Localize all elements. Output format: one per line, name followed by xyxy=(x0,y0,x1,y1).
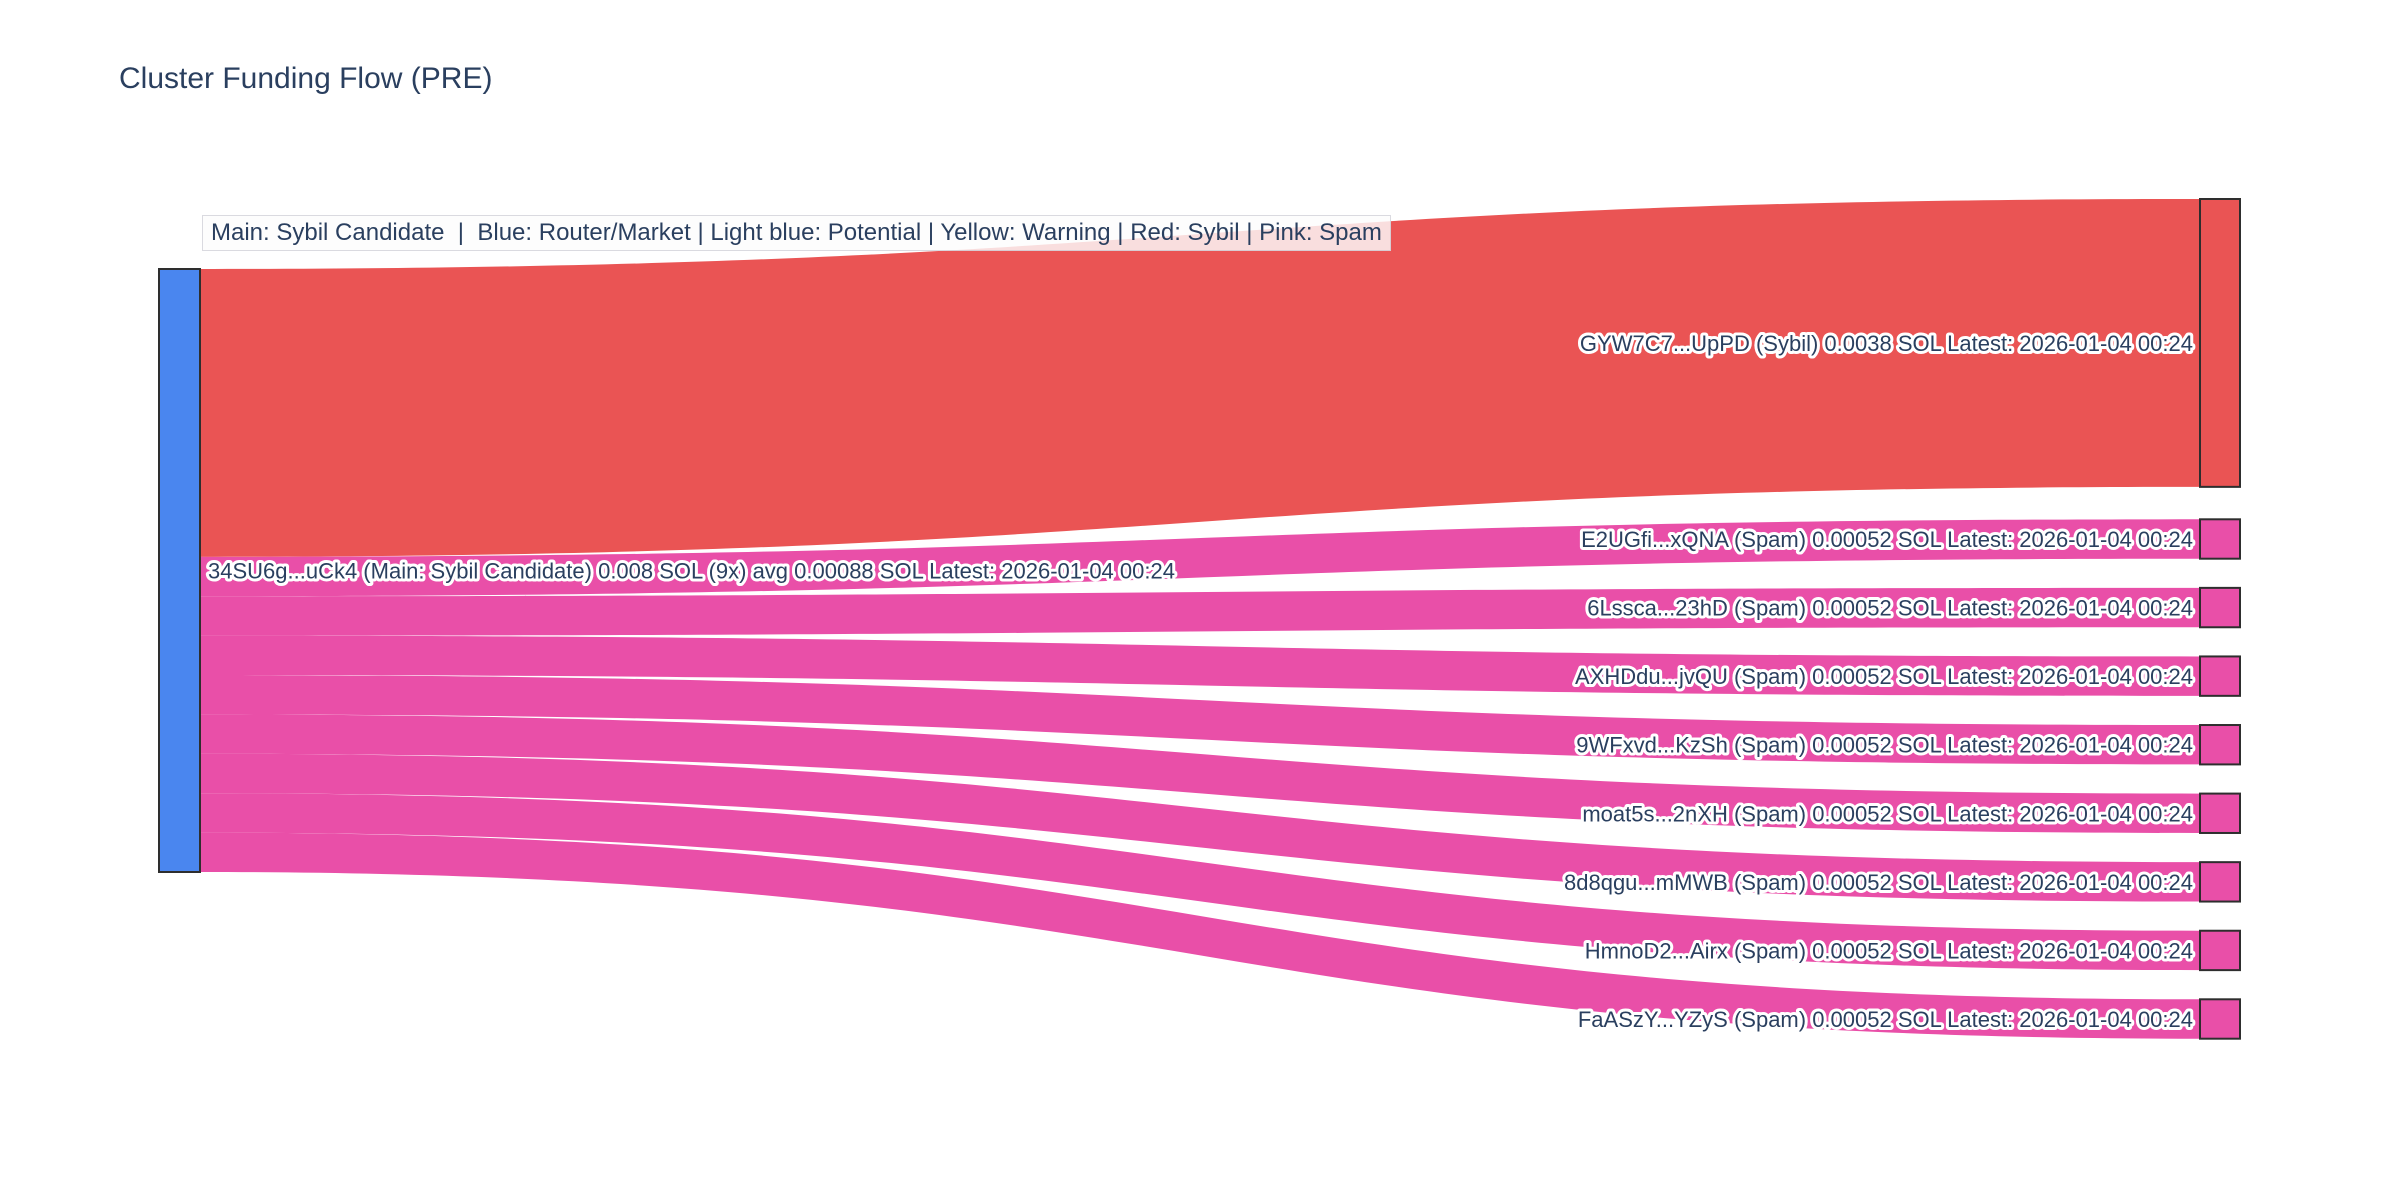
sankey-node-target[interactable] xyxy=(2199,929,2241,972)
sankey-link[interactable] xyxy=(200,793,2200,971)
sankey-link[interactable] xyxy=(200,832,2200,1039)
chart-title: Cluster Funding Flow (PRE) xyxy=(119,62,493,95)
sankey-link[interactable] xyxy=(200,714,2200,833)
sankey-link[interactable] xyxy=(200,753,2200,902)
sankey-target-label: 8d8qgu...mMWB (Spam) 0.00052 SOL Latest:… xyxy=(1564,870,2193,895)
sankey-source-label: 34SU6g...uCk4 (Main: Sybil Candidate) 0.… xyxy=(208,559,1175,584)
legend-annotation: Main: Sybil Candidate | Blue: Router/Mar… xyxy=(202,215,1391,251)
sankey-node-target[interactable] xyxy=(2199,792,2241,834)
sankey-node-target[interactable] xyxy=(2199,998,2241,1040)
sankey-node-target[interactable] xyxy=(2199,724,2241,766)
sankey-node-target[interactable] xyxy=(2199,518,2241,560)
sankey-target-label: FaASzY...YZyS (Spam) 0.00052 SOL Latest:… xyxy=(1578,1007,2193,1032)
sankey-link[interactable] xyxy=(200,587,2200,636)
sankey-target-label: 6Lssca...23hD (Spam) 0.00052 SOL Latest:… xyxy=(1587,596,2193,621)
sankey-target-label: AXHDdu...jvQU (Spam) 0.00052 SOL Latest:… xyxy=(1575,664,2193,689)
sankey-link[interactable] xyxy=(200,635,2200,696)
sankey-target-label: GYW7C7...UpPD (Sybil) 0.0038 SOL Latest:… xyxy=(1580,331,2193,356)
sankey-target-label: HmnoD2...Airx (Spam) 0.00052 SOL Latest:… xyxy=(1585,938,2193,963)
sankey-node-source[interactable] xyxy=(158,268,201,873)
sankey-node-target[interactable] xyxy=(2199,198,2241,488)
sankey-target-label: E2UGfi...xQNA (Spam) 0.00052 SOL Latest:… xyxy=(1581,527,2193,552)
sankey-link[interactable] xyxy=(200,675,2200,765)
sankey-node-target[interactable] xyxy=(2199,586,2241,629)
sankey-node-target[interactable] xyxy=(2199,655,2241,697)
sankey-target-label: moat5s...2nXH (Spam) 0.00052 SOL Latest:… xyxy=(1582,801,2193,826)
sankey-link[interactable] xyxy=(200,199,2200,557)
sankey-node-target[interactable] xyxy=(2199,861,2241,903)
sankey-link[interactable] xyxy=(200,519,2200,597)
sankey-target-label: 9WFxvd...KzSh (Spam) 0.00052 SOL Latest:… xyxy=(1576,733,2193,758)
